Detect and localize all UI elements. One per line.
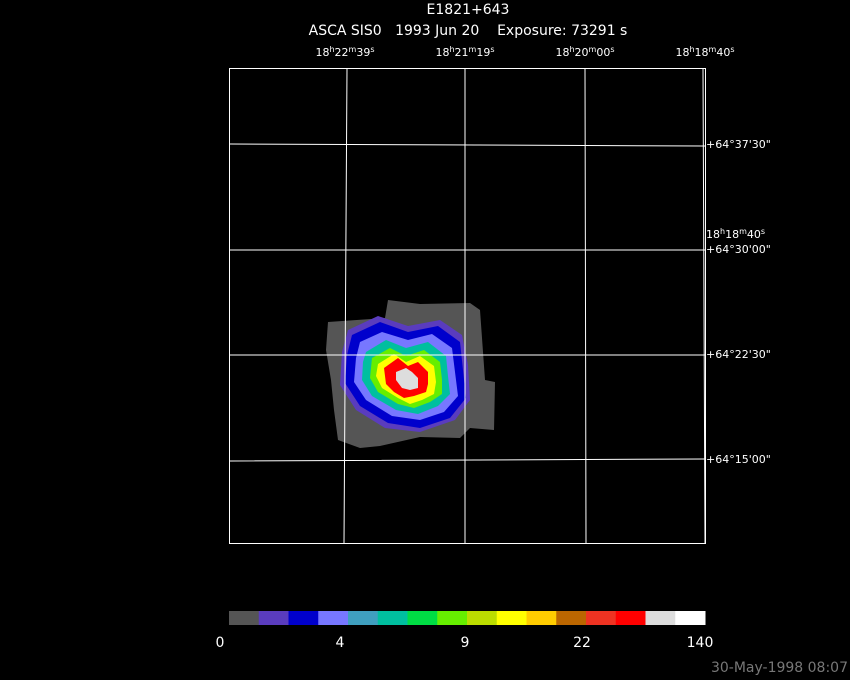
number: 22 — [335, 46, 349, 59]
colorbar-swatch — [407, 611, 438, 625]
unit: s — [761, 227, 765, 236]
plot-frame — [229, 68, 706, 544]
ra-label: 18h20m00s — [555, 45, 614, 60]
unit: h — [720, 227, 725, 236]
ra-label: 18h18m40s — [706, 227, 765, 242]
colorbar-swatch — [496, 611, 527, 625]
number: 18 — [695, 46, 709, 59]
unit: m — [349, 45, 357, 54]
colorbar-swatch — [318, 611, 349, 625]
unit: m — [469, 45, 477, 54]
source-blob — [326, 300, 495, 448]
ra-label: 18h18m40s — [675, 45, 734, 60]
colorbar-label: 140 — [687, 635, 714, 651]
number: 18 — [725, 228, 739, 241]
colorbar-swatch — [377, 611, 408, 625]
unit: s — [370, 45, 374, 54]
unit: s — [610, 45, 614, 54]
timestamp: 30-May-1998 08:07 — [711, 660, 848, 676]
colorbar-label: 22 — [573, 635, 591, 651]
unit: m — [739, 227, 747, 236]
colorbar-swatch — [556, 611, 587, 625]
title: E1821+643 — [427, 2, 510, 18]
dec-label: +64°15'00" — [706, 453, 771, 466]
number: 40 — [716, 46, 730, 59]
colorbar-label: 9 — [461, 635, 470, 651]
unit: h — [329, 45, 334, 54]
colorbar-swatch — [288, 611, 319, 625]
ra-label: 18h21m19s — [435, 45, 494, 60]
ra-label: 18h22m39s — [315, 45, 374, 60]
colorbar-swatch — [229, 611, 260, 625]
dec-label: +64°22'30" — [706, 348, 771, 361]
unit: h — [449, 45, 454, 54]
coordinate-grid — [228, 67, 706, 544]
unit: s — [490, 45, 494, 54]
colorbar-swatch — [615, 611, 646, 625]
unit: h — [689, 45, 694, 54]
number: 00 — [596, 46, 610, 59]
colorbar-label: 0 — [216, 635, 225, 651]
colorbar-label: 4 — [336, 635, 345, 651]
dec-label: +64°30'00" — [706, 243, 771, 256]
dec-grid-lines — [228, 143, 706, 462]
number: 40 — [747, 228, 761, 241]
number: 19 — [476, 46, 490, 59]
number: 18 — [435, 46, 449, 59]
subtitle: ASCA SIS0 1993 Jun 20 Exposure: 73291 s — [309, 23, 628, 39]
number: 39 — [356, 46, 370, 59]
colorbar-swatch — [437, 611, 468, 625]
colorbar-swatch — [348, 611, 379, 625]
dec-label: +64°37'30" — [706, 138, 771, 151]
number: 21 — [455, 46, 469, 59]
ra-grid-lines — [343, 67, 706, 544]
number: 18 — [315, 46, 329, 59]
unit: m — [589, 45, 597, 54]
number: 20 — [575, 46, 589, 59]
colorbar-swatch — [526, 611, 557, 625]
number: 18 — [675, 46, 689, 59]
colorbar-swatch — [645, 611, 676, 625]
number: 18 — [706, 228, 720, 241]
number: 18 — [555, 46, 569, 59]
unit: h — [569, 45, 574, 54]
colorbar-swatch — [467, 611, 498, 625]
colorbar-swatch — [586, 611, 617, 625]
colorbar-swatch — [258, 611, 289, 625]
colorbar-swatch — [675, 611, 706, 625]
unit: m — [709, 45, 717, 54]
unit: s — [730, 45, 734, 54]
